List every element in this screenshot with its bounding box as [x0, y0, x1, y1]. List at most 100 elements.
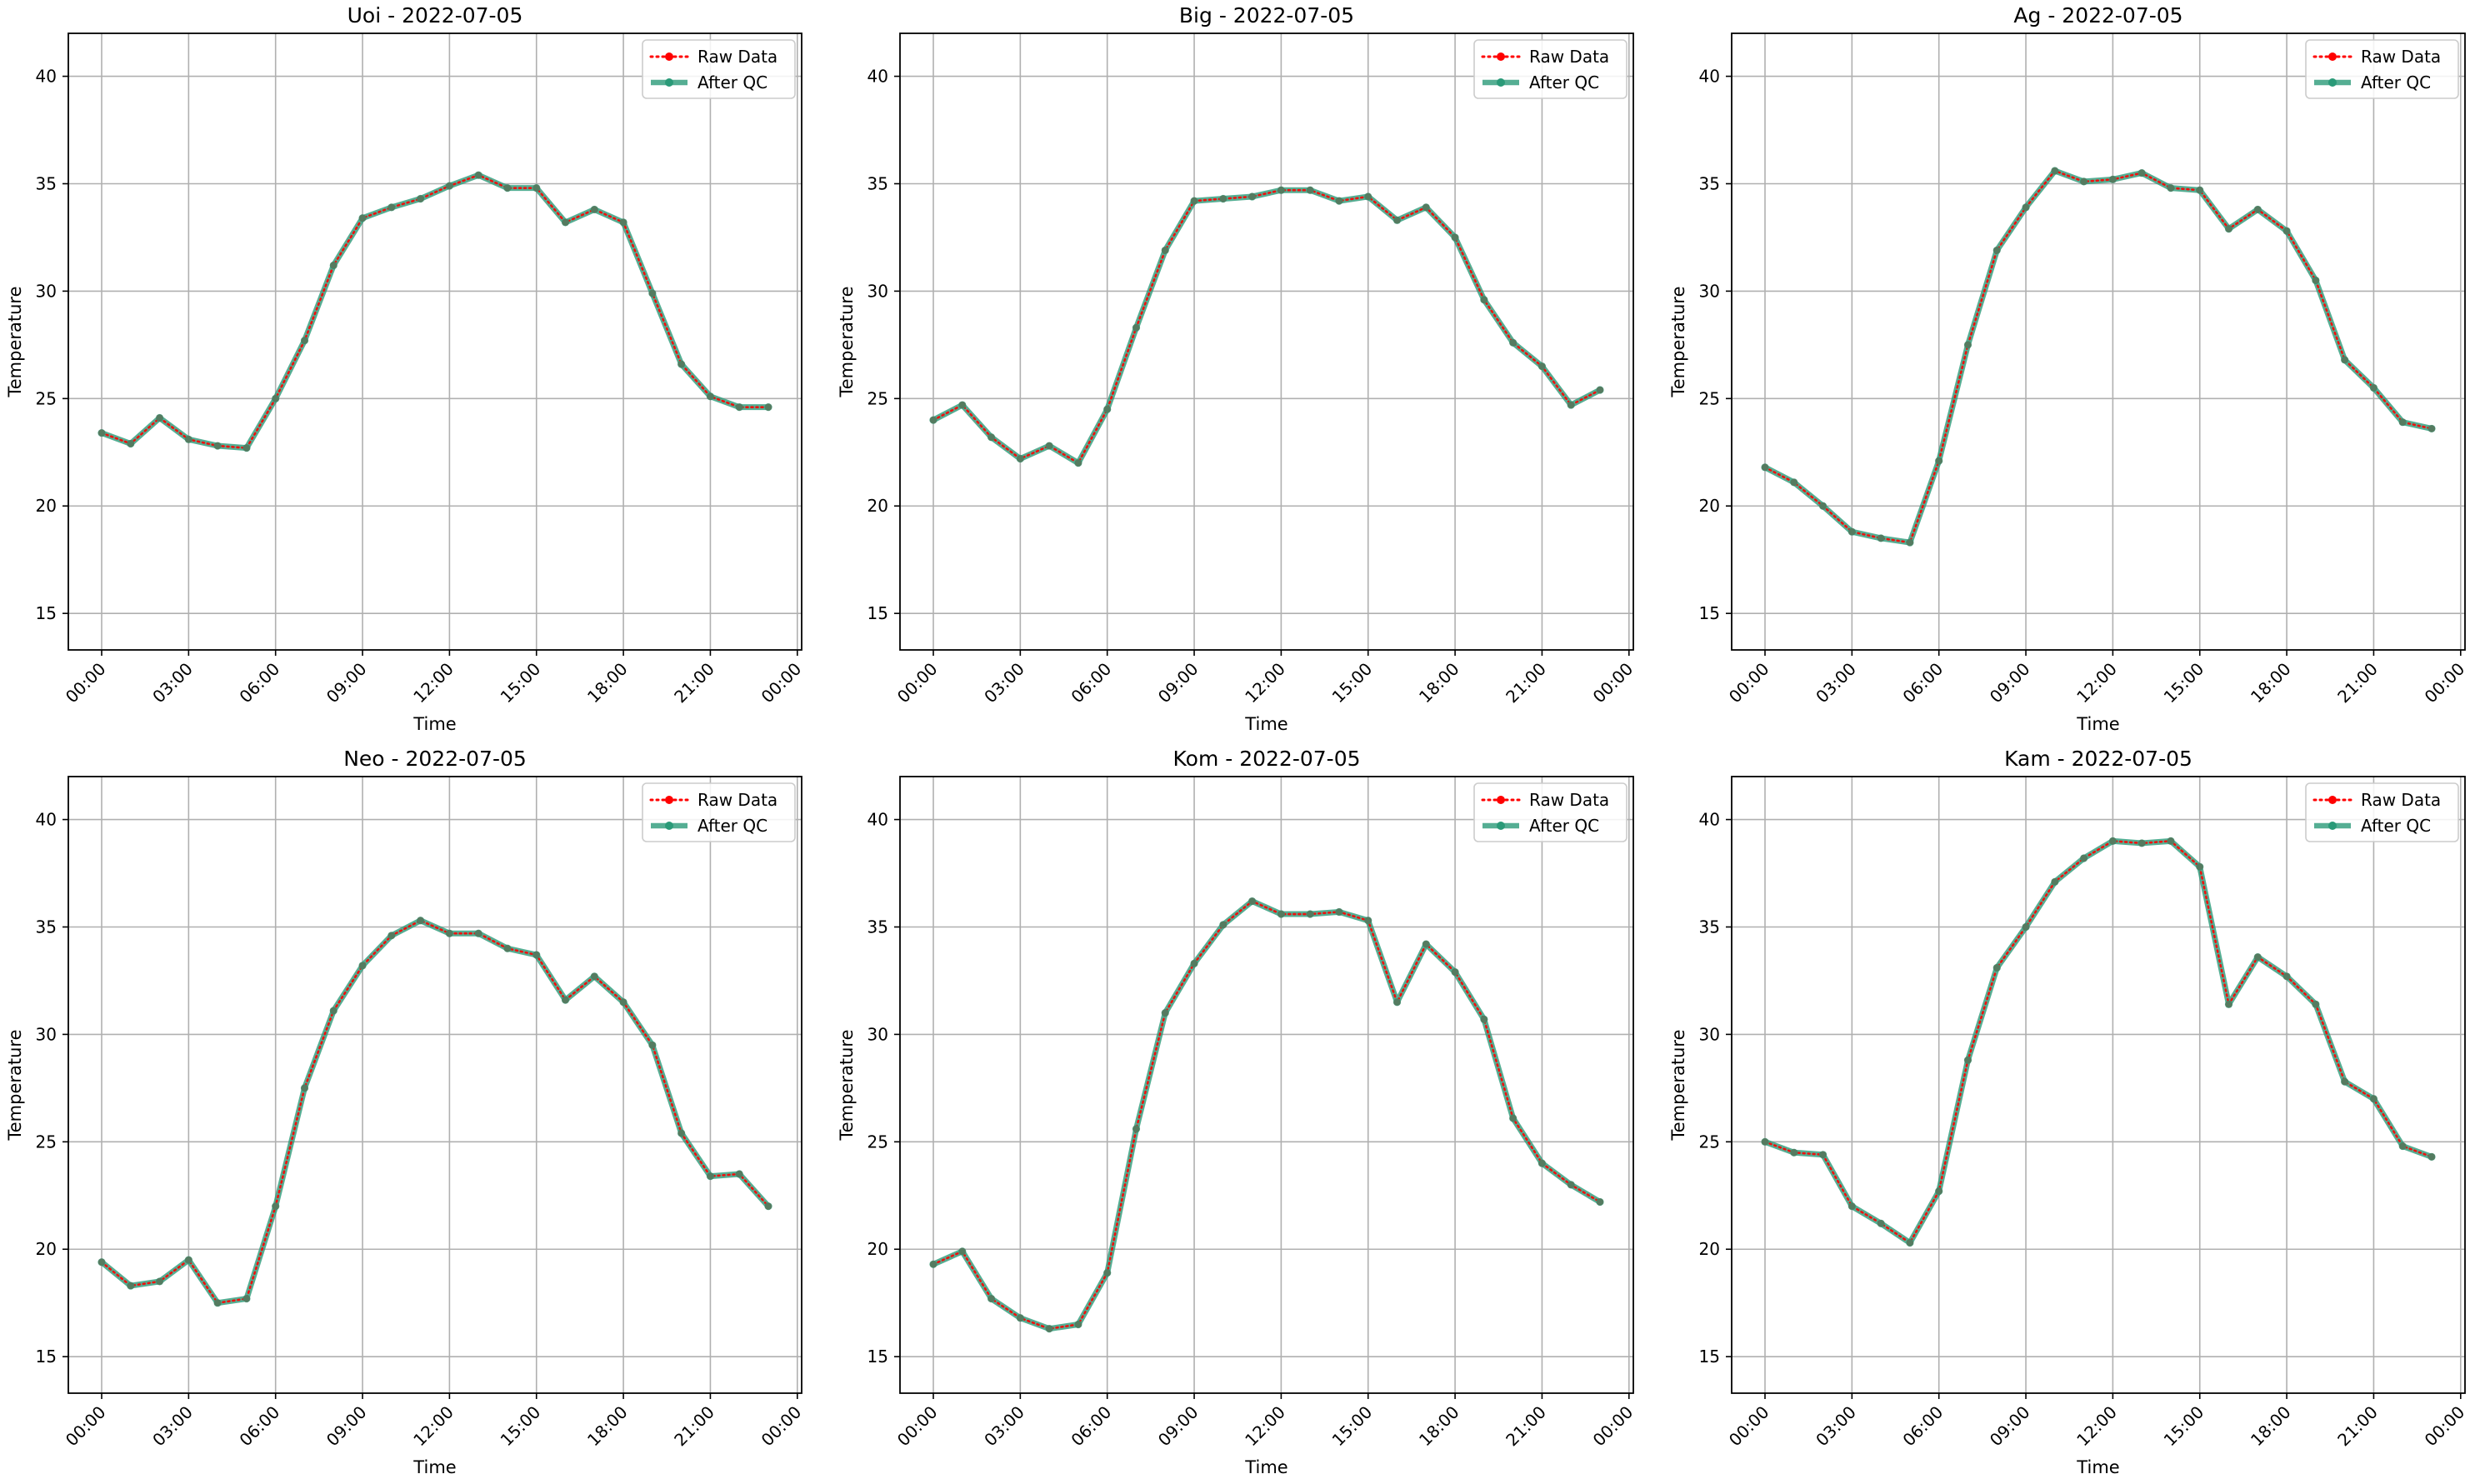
x-tick-label: 09:00: [1154, 1402, 1202, 1451]
x-tick-label: 00:00: [1589, 659, 1638, 707]
after-qc-point: [2282, 227, 2291, 235]
x-tick-label: 21:00: [1502, 659, 1550, 707]
after-qc-point: [590, 972, 598, 981]
x-tick-label: 09:00: [322, 1402, 371, 1451]
after-qc-point: [1848, 527, 1856, 536]
plot-frame: [68, 32, 802, 651]
plot-frame: [1731, 776, 2466, 1394]
x-tick-label: 00:00: [62, 659, 110, 707]
after-qc-point: [1190, 197, 1198, 205]
legend: Raw Data After QC: [642, 782, 796, 842]
x-tick-label: 06:00: [1068, 659, 1116, 707]
x-tick-label: 18:00: [2247, 1402, 2295, 1451]
y-tick-label: 20: [1699, 1239, 1720, 1259]
x-tick-label: 15:00: [2160, 1402, 2208, 1451]
y-tick-label: 40: [1699, 810, 1720, 830]
after-qc-point: [1219, 194, 1228, 203]
y-tick-label: 15: [1699, 1347, 1720, 1367]
after-qc-point: [1306, 910, 1314, 918]
plot-frame: [899, 776, 1634, 1394]
legend-after-qc-marker: [2328, 78, 2337, 87]
y-tick-label: 30: [1699, 281, 1720, 301]
after-qc-point: [1509, 1114, 1518, 1122]
after-qc-point: [1761, 1137, 1769, 1146]
after-qc-point: [619, 218, 628, 227]
after-qc-point: [1877, 534, 1885, 542]
after-qc-point: [1963, 341, 1972, 349]
x-tick-label: 15:00: [1328, 659, 1377, 707]
after-qc-point: [358, 214, 367, 222]
after-qc-point: [2398, 1142, 2407, 1151]
legend-label-after-qc: After QC: [2361, 72, 2431, 92]
after-qc-point: [300, 1084, 309, 1092]
legend-raw-data-marker: [1497, 52, 1505, 61]
series-line-raw-data: [1763, 840, 2433, 1245]
y-tick-label: 15: [868, 1347, 888, 1367]
after-qc-point: [2312, 1000, 2320, 1008]
after-qc-point: [2224, 1000, 2233, 1008]
after-qc-point: [1451, 968, 1459, 977]
after-qc-point: [2369, 383, 2378, 392]
after-qc-point: [184, 1256, 192, 1264]
x-tick-label: 03:00: [148, 1402, 197, 1451]
after-qc-point: [2282, 972, 2291, 981]
after-qc-point: [1161, 246, 1169, 255]
legend-label-after-qc: After QC: [698, 816, 768, 836]
legend-raw-data-marker: [1497, 796, 1505, 804]
x-tick-label: 12:00: [409, 1402, 458, 1451]
y-axis-label: Temperature: [5, 1029, 25, 1141]
after-qc-point: [329, 261, 338, 270]
after-qc-point: [300, 337, 309, 345]
after-qc-point: [2167, 837, 2175, 845]
after-qc-point: [1906, 538, 1914, 547]
after-qc-point: [2312, 276, 2320, 285]
after-qc-point: [735, 403, 743, 412]
after-qc-point: [1451, 233, 1459, 242]
after-qc-point: [1277, 186, 1285, 194]
series-line-raw-data: [100, 919, 770, 1305]
x-tick-label: 18:00: [583, 659, 632, 707]
legend-after-qc-marker: [665, 78, 673, 87]
y-tick-label: 25: [36, 388, 57, 408]
after-qc-point: [127, 1282, 135, 1290]
after-qc-point: [2022, 922, 2030, 932]
after-qc-point: [213, 442, 222, 450]
y-tick-label: 20: [36, 1239, 57, 1259]
after-qc-point: [678, 1129, 686, 1137]
x-tick-label: 12:00: [2072, 1402, 2121, 1451]
legend-raw-data-marker: [665, 796, 673, 804]
x-tick-label: 21:00: [2333, 659, 2382, 707]
after-qc-point: [1248, 192, 1257, 201]
after-qc-point: [1277, 910, 1285, 918]
x-tick-label: 15:00: [2160, 659, 2208, 707]
y-tick-label: 25: [868, 1132, 888, 1152]
y-tick-label: 20: [36, 496, 57, 516]
chart-panel: Big - 2022-07-05 15 20 25 30 35 40 00:00 03:00 06…: [837, 3, 1637, 734]
series-line-raw-data: [100, 173, 770, 449]
after-qc-point: [590, 205, 598, 214]
x-axis-label: Time: [1244, 714, 1288, 734]
x-tick-label: 18:00: [1415, 1402, 1463, 1451]
y-tick-label: 15: [36, 603, 57, 623]
y-axis-label: Temperature: [5, 286, 25, 397]
after-qc-point: [1818, 502, 1828, 510]
after-qc-point: [1045, 442, 1053, 450]
after-qc-point: [987, 433, 996, 442]
after-qc-point: [532, 951, 541, 959]
after-qc-point: [1190, 959, 1198, 967]
y-tick-label: 25: [1699, 388, 1720, 408]
x-tick-label: 03:00: [980, 659, 1028, 707]
after-qc-point: [764, 1202, 772, 1211]
legend-label-raw-data: Raw Data: [1529, 47, 1609, 67]
chart-title: Uoi - 2022-07-05: [348, 3, 523, 27]
after-qc-point: [2253, 205, 2262, 214]
y-tick-label: 40: [36, 67, 57, 87]
after-qc-point: [1480, 296, 1488, 304]
after-qc-point: [445, 929, 453, 937]
x-tick-label: 03:00: [148, 659, 197, 707]
legend: Raw Data After QC: [1473, 39, 1628, 99]
x-tick-label: 15:00: [497, 1402, 545, 1451]
y-tick-label: 25: [868, 388, 888, 408]
legend-raw-data-marker: [2328, 796, 2337, 804]
after-qc-point: [1392, 998, 1402, 1007]
